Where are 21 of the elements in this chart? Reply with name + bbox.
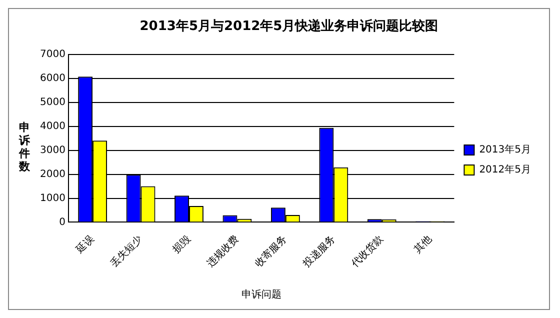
x-tick-label: 收寄服务 [252, 232, 290, 270]
y-tick-label: 5000 [40, 97, 66, 108]
y-tick-label: 1000 [40, 192, 66, 204]
chart-title: 2013年5月与2012年5月快递业务申诉问题比较图 [140, 18, 438, 34]
y-tick-label: 4000 [40, 121, 66, 132]
y-tick-label: 2000 [40, 168, 66, 180]
x-tick-label: 代收货款 [348, 232, 386, 270]
y-tick-label: 3000 [40, 144, 66, 156]
legend-label: 2013年5月 [479, 144, 531, 156]
x-tick-label: 延误 [73, 232, 97, 256]
y-tick-label: 0 [59, 216, 66, 228]
x-tick-label: 违规收费 [204, 232, 242, 270]
legend-label: 2012年5月 [479, 164, 531, 176]
x-tick-label: 丢失短少 [108, 232, 145, 270]
y-axis-title: 申诉件数 [19, 121, 31, 173]
x-tick-label: 其他 [411, 232, 434, 256]
x-tick-label: 损毁 [170, 232, 193, 256]
x-tick-label: 投递服务 [300, 232, 338, 270]
x-axis-title: 申诉问题 [241, 288, 282, 301]
y-tick-label: 7000 [40, 49, 66, 60]
y-tick-label: 6000 [40, 73, 66, 84]
